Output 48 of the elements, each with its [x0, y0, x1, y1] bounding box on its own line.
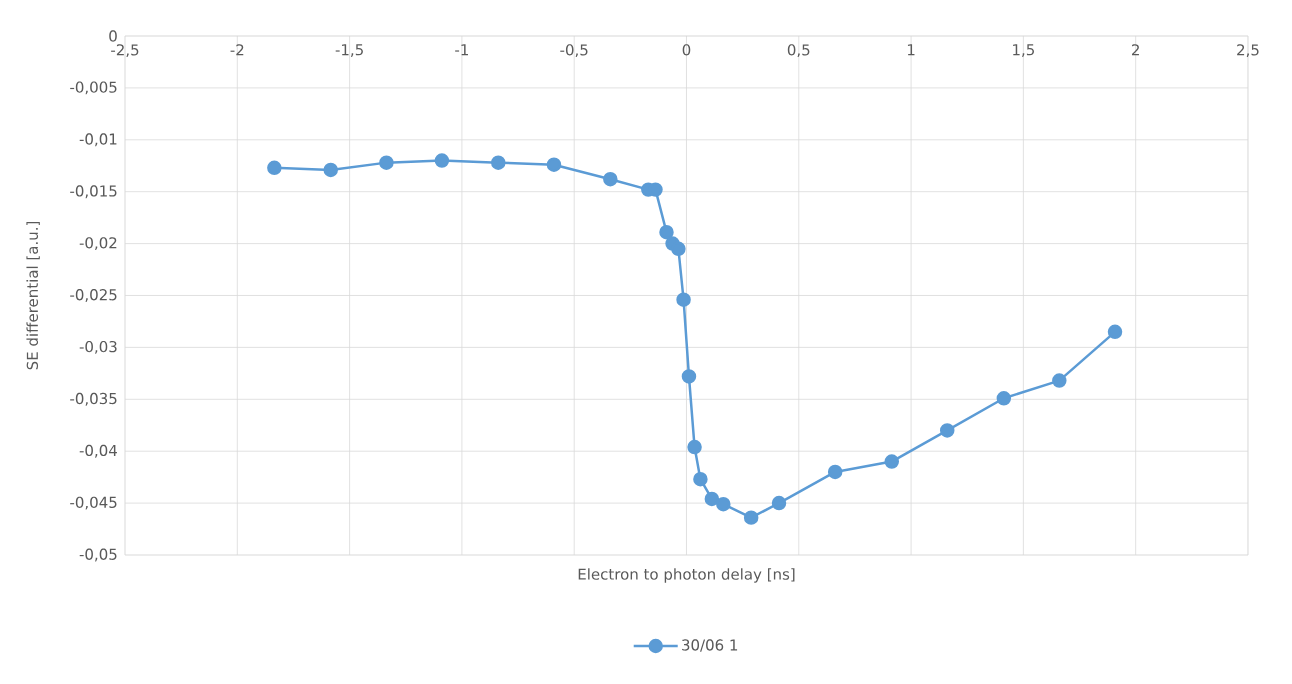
y-tick-label: -0,025 [70, 289, 117, 302]
point [687, 439, 702, 455]
x-tick-label: -2,5 [111, 44, 139, 58]
point [323, 162, 338, 178]
y-tick-label: -0,01 [79, 133, 117, 147]
point [267, 160, 282, 176]
y-tick-label: -0,015 [70, 185, 117, 199]
point [1052, 373, 1067, 388]
y-tick-label: 0 [109, 30, 117, 42]
point [771, 495, 787, 511]
x-axis-title: Electron to photon delay [ns] [578, 568, 795, 583]
point [681, 369, 697, 384]
point [743, 510, 759, 525]
y-tick-label: -0,04 [79, 444, 117, 458]
x-tick-label: 1 [907, 44, 915, 56]
point [716, 496, 731, 512]
point [659, 224, 674, 240]
x-tick-label: 0 [682, 44, 691, 56]
y-tick-label: -0,05 [79, 548, 117, 562]
point [491, 155, 506, 170]
point [379, 155, 394, 170]
point [693, 471, 708, 487]
legend-label: 30/06 1 [682, 639, 738, 652]
point [434, 153, 450, 168]
x-tick-label: 2,5 [1237, 44, 1259, 58]
point [603, 171, 618, 187]
x-tick-label: 0,5 [787, 44, 810, 58]
point [546, 157, 562, 172]
y-tick-label: -0,02 [79, 237, 117, 251]
x-tick-label: -0,5 [560, 44, 588, 58]
x-tick-label: -2 [230, 44, 244, 56]
y-tick-label: -0,005 [70, 81, 117, 95]
point [996, 391, 1012, 406]
point [884, 454, 900, 469]
y-axis-title: SE differential [a.u.] [26, 221, 40, 370]
x-tick-label: 2 [1131, 44, 1139, 56]
point [676, 292, 691, 307]
y-tick-label: -0,035 [70, 392, 117, 406]
x-tick-label: -1,5 [335, 44, 363, 57]
y-tick-label: -0,03 [79, 340, 117, 354]
point [671, 241, 686, 257]
point [827, 464, 843, 480]
point [939, 423, 955, 438]
x-tick-label: 1,5 [1013, 44, 1034, 57]
y-tick-label: -0,045 [70, 496, 117, 510]
x-tick-label: -1 [455, 44, 468, 56]
point [1107, 324, 1123, 340]
point [704, 491, 720, 507]
